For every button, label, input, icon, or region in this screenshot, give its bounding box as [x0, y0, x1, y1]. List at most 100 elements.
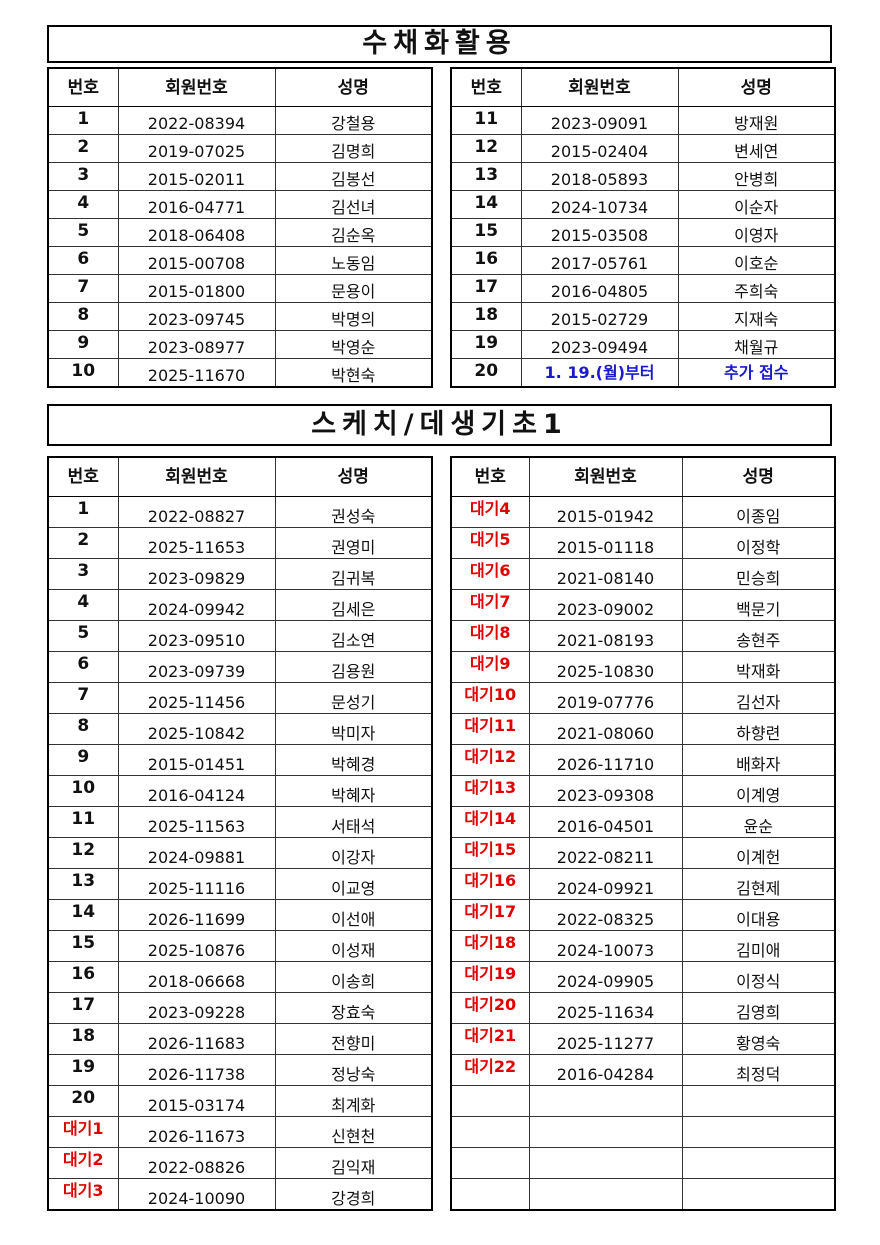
row-number-cell: 10 — [47, 358, 119, 388]
member-name-cell: 최계화 — [274, 1085, 433, 1117]
table-row: 9 2015-01451 박혜경 — [47, 744, 433, 776]
header-member-id: 회원번호 — [117, 67, 276, 107]
member-name-cell: 이종임 — [681, 496, 836, 528]
row-number: 14 — [474, 193, 499, 213]
member-name-cell: 김현제 — [681, 868, 836, 900]
table-row: 5 2018-06408 김순옥 — [47, 218, 433, 247]
row-number: 대기2 — [62, 1150, 104, 1169]
row-number: 대기15 — [464, 840, 517, 859]
member-name-cell — [681, 1178, 836, 1211]
row-number-cell: 대기3 — [47, 1178, 119, 1211]
member-name-cell: 김선녀 — [274, 190, 433, 219]
member-name-cell: 민승희 — [681, 558, 836, 590]
table-row: 대기8 2021-08193 송현주 — [450, 620, 836, 652]
member-name-cell: 추가 접수 — [677, 358, 836, 388]
member-name-cell: 정낭숙 — [274, 1054, 433, 1086]
member-id: 2023-09510 — [147, 631, 246, 650]
row-number-cell: 대기12 — [450, 744, 530, 776]
table-row: 15 2025-10876 이성재 — [47, 930, 433, 962]
member-name: 지재숙 — [734, 310, 779, 329]
member-name: 문용이 — [331, 282, 376, 301]
row-number: 12 — [71, 840, 96, 860]
table-row: 10 2016-04124 박혜자 — [47, 775, 433, 807]
member-id-cell: 2025-10842 — [117, 713, 276, 745]
member-id-cell: 2025-11456 — [117, 682, 276, 714]
member-id-cell: 2015-00708 — [117, 246, 276, 275]
member-name: 이교영 — [331, 879, 376, 898]
member-name: 김선자 — [736, 693, 781, 712]
member-name-cell: 이계헌 — [681, 837, 836, 869]
row-number: 대기1 — [62, 1119, 104, 1138]
table-header-row: 번호 회원번호 성명 — [450, 67, 836, 107]
member-id: 2025-11563 — [147, 817, 246, 836]
row-number: 대기7 — [469, 592, 511, 611]
table-row: 대기1 2026-11673 신현천 — [47, 1116, 433, 1148]
row-number-cell: 11 — [450, 106, 522, 135]
row-number-cell: 7 — [47, 682, 119, 714]
table-row: 대기12 2026-11710 배화자 — [450, 744, 836, 776]
row-number-cell: 13 — [450, 162, 522, 191]
member-id: 2026-11710 — [556, 755, 655, 774]
member-name-cell: 이영자 — [677, 218, 836, 247]
row-number: 3 — [77, 561, 90, 581]
member-id: 2015-03174 — [147, 1096, 246, 1115]
header-member-id: 회원번호 — [528, 456, 683, 497]
row-number-cell: 7 — [47, 274, 119, 303]
member-name — [683, 1149, 834, 1178]
row-number: 15 — [71, 933, 96, 953]
row-number-cell: 대기1 — [47, 1116, 119, 1148]
row-number: 15 — [474, 221, 499, 241]
member-name-cell: 하향련 — [681, 713, 836, 745]
member-name-cell: 김세은 — [274, 589, 433, 621]
member-id-cell: 2025-11563 — [117, 806, 276, 838]
table-row: 대기13 2023-09308 이계영 — [450, 775, 836, 807]
member-name: 이강자 — [331, 848, 376, 867]
row-number: 대기16 — [464, 871, 517, 890]
member-id: 2016-04805 — [550, 282, 649, 301]
row-number: 20 — [474, 361, 499, 381]
member-id: 2021-08060 — [556, 724, 655, 743]
member-name-cell: 권영미 — [274, 527, 433, 559]
row-number-cell: 6 — [47, 246, 119, 275]
row-number: 대기3 — [62, 1181, 104, 1200]
member-id-cell: 2016-04771 — [117, 190, 276, 219]
member-id — [530, 1149, 681, 1178]
row-number: 11 — [474, 109, 499, 129]
row-number-cell: 대기15 — [450, 837, 530, 869]
member-name: 이계헌 — [736, 848, 781, 867]
member-id: 2025-10830 — [556, 662, 655, 681]
header-name: 성명 — [274, 67, 433, 107]
member-name-cell: 방재원 — [677, 106, 836, 135]
member-name-cell: 박미자 — [274, 713, 433, 745]
member-id: 2025-11116 — [147, 879, 246, 898]
member-id-cell: 2016-04284 — [528, 1054, 683, 1086]
member-id — [530, 1087, 681, 1116]
row-number-cell: 2 — [47, 134, 119, 163]
row-number: 10 — [71, 778, 96, 798]
member-name: 윤순 — [743, 817, 773, 836]
row-number: 11 — [71, 809, 96, 829]
row-number-cell: 9 — [47, 744, 119, 776]
table-row: 대기9 2025-10830 박재화 — [450, 651, 836, 683]
table-row: 9 2023-08977 박영순 — [47, 330, 433, 359]
table-row: 16 2017-05761 이호순 — [450, 246, 836, 275]
member-name: 김소연 — [331, 631, 376, 650]
member-id: 2015-02404 — [550, 142, 649, 161]
table-row: 14 2026-11699 이선애 — [47, 899, 433, 931]
row-number — [452, 1149, 528, 1178]
table-row: 대기16 2024-09921 김현제 — [450, 868, 836, 900]
member-name: 이종임 — [736, 507, 781, 526]
row-number: 13 — [474, 165, 499, 185]
row-number: 14 — [71, 902, 96, 922]
member-id-cell: 2025-11277 — [528, 1023, 683, 1055]
row-number: 7 — [77, 685, 90, 705]
member-id-cell: 2026-11683 — [117, 1023, 276, 1055]
member-id-cell: 2023-09494 — [520, 330, 679, 359]
row-number: 18 — [474, 305, 499, 325]
row-number-cell: 19 — [47, 1054, 119, 1086]
row-number-cell: 12 — [450, 134, 522, 163]
member-id: 2024-09881 — [147, 848, 246, 867]
table-row: 대기5 2015-01118 이정학 — [450, 527, 836, 559]
row-number-cell: 대기6 — [450, 558, 530, 590]
member-id: 2021-08193 — [556, 631, 655, 650]
